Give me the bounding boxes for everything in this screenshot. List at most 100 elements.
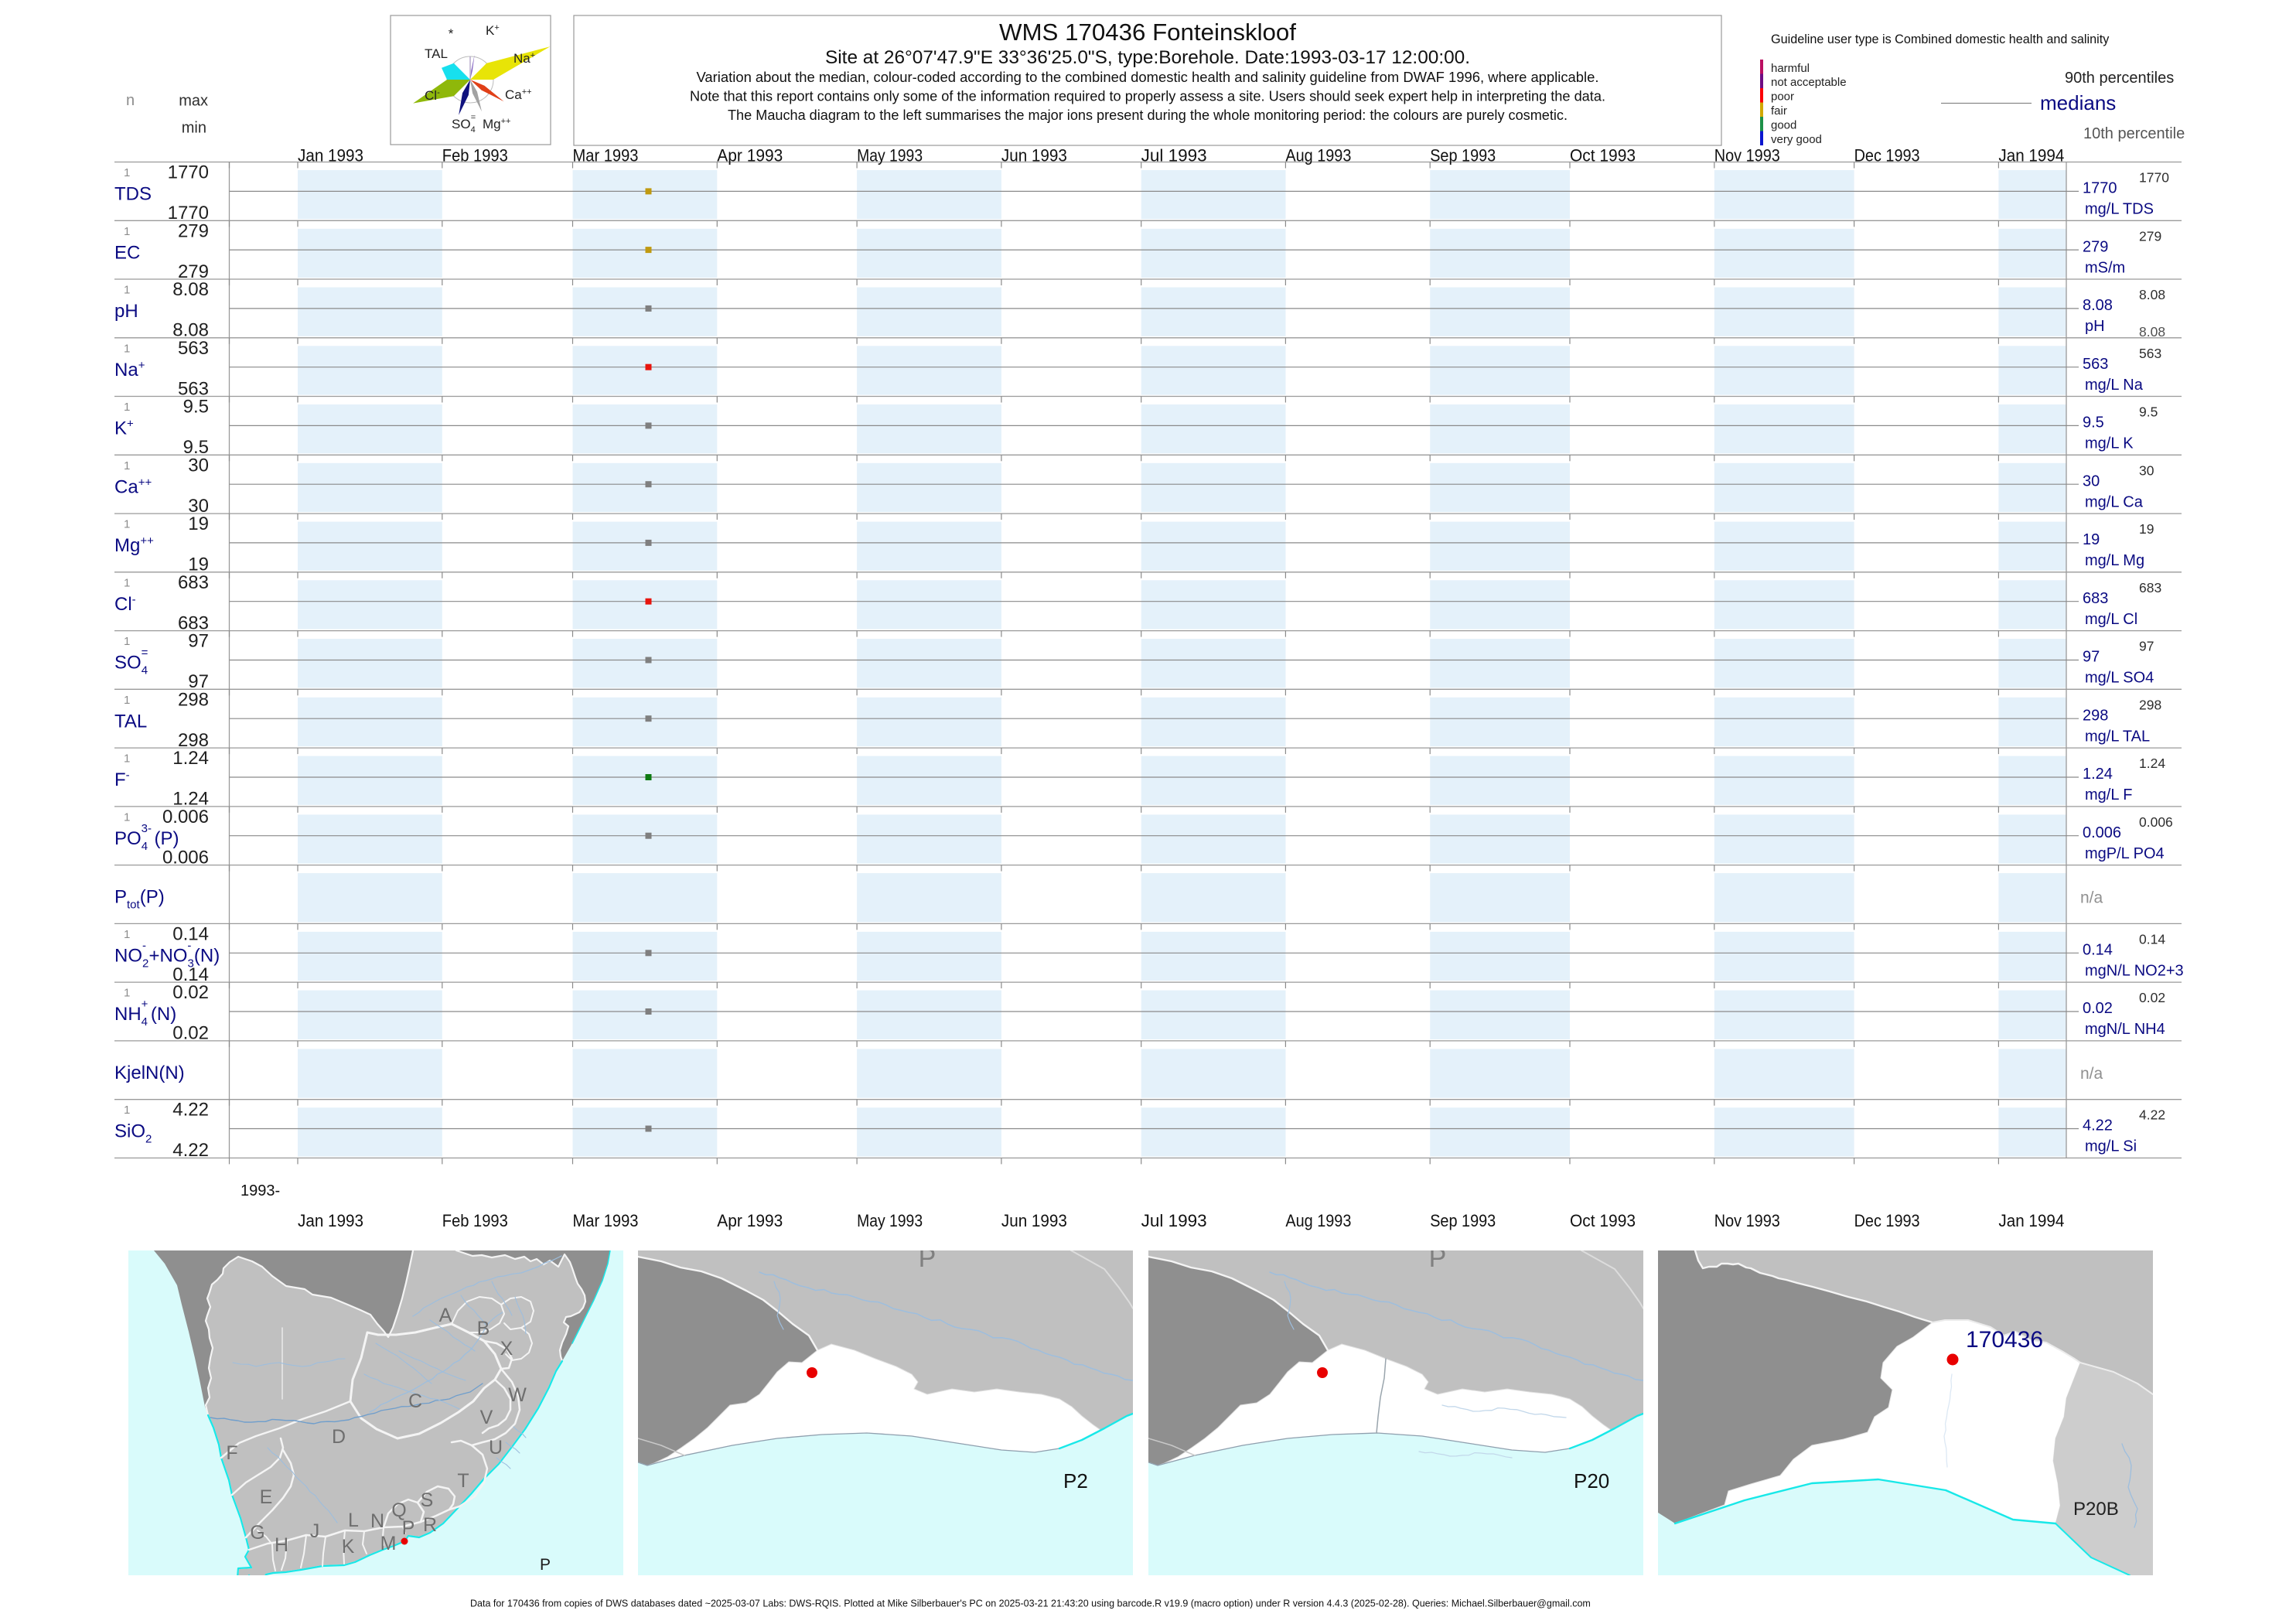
svg-text:19: 19 bbox=[2083, 531, 2100, 548]
svg-text:0.02: 0.02 bbox=[172, 1023, 209, 1044]
svg-text:TDS: TDS bbox=[114, 184, 152, 205]
svg-text:1770: 1770 bbox=[2083, 180, 2117, 197]
svg-text:1: 1 bbox=[124, 166, 130, 179]
svg-text:W: W bbox=[508, 1384, 527, 1406]
svg-text:Jul 1993: Jul 1993 bbox=[1141, 146, 1207, 165]
svg-text:Jan 1993: Jan 1993 bbox=[298, 146, 363, 165]
svg-text:19: 19 bbox=[2139, 521, 2154, 537]
svg-text:4.22: 4.22 bbox=[172, 1100, 209, 1121]
svg-text:19: 19 bbox=[188, 554, 209, 575]
svg-text:P2: P2 bbox=[1063, 1469, 1088, 1493]
svg-text:1: 1 bbox=[124, 576, 130, 589]
svg-text:0.006: 0.006 bbox=[162, 807, 209, 827]
svg-text:683: 683 bbox=[178, 572, 209, 593]
svg-text:0.006: 0.006 bbox=[162, 847, 209, 868]
svg-text:K+: K+ bbox=[114, 418, 134, 439]
svg-text:The Maucha diagram to the left: The Maucha diagram to the left summarise… bbox=[728, 107, 1568, 123]
svg-text:Apr 1993: Apr 1993 bbox=[717, 146, 783, 165]
svg-text:P: P bbox=[919, 1244, 936, 1273]
svg-text:4.22: 4.22 bbox=[2139, 1107, 2165, 1123]
svg-text:8.08: 8.08 bbox=[172, 279, 209, 300]
svg-text:P: P bbox=[1429, 1244, 1447, 1273]
svg-text:97: 97 bbox=[2083, 649, 2100, 666]
svg-text:May 1993: May 1993 bbox=[857, 1211, 923, 1230]
svg-text:0.14: 0.14 bbox=[172, 923, 209, 944]
svg-text:mg/L Ca: mg/L Ca bbox=[2085, 493, 2144, 510]
svg-text:mS/m: mS/m bbox=[2085, 259, 2125, 276]
svg-text:TAL: TAL bbox=[425, 46, 448, 61]
svg-text:PO43-(P): PO43- (P) bbox=[114, 822, 179, 853]
svg-text:Dec 1993: Dec 1993 bbox=[1854, 146, 1920, 165]
svg-text:0.02: 0.02 bbox=[2139, 990, 2165, 1005]
svg-text:May 1993: May 1993 bbox=[857, 146, 923, 165]
svg-text:D: D bbox=[332, 1426, 346, 1448]
svg-text:TAL: TAL bbox=[114, 711, 147, 732]
svg-text:Jun 1993: Jun 1993 bbox=[1001, 1211, 1067, 1230]
svg-text:1: 1 bbox=[124, 401, 130, 414]
svg-text:mgP/L PO4: mgP/L PO4 bbox=[2085, 845, 2165, 862]
svg-text:n/a: n/a bbox=[2080, 889, 2103, 907]
svg-text:WMS 170436 Fonteinskloof: WMS 170436 Fonteinskloof bbox=[999, 19, 1296, 46]
svg-text:very good: very good bbox=[1771, 133, 1822, 146]
svg-text:1.24: 1.24 bbox=[172, 748, 209, 769]
svg-text:Note that this report contains: Note that this report contains only some… bbox=[690, 88, 1605, 104]
svg-text:298: 298 bbox=[2083, 707, 2108, 724]
svg-text:19: 19 bbox=[188, 513, 209, 534]
svg-text:90th percentiles: 90th percentiles bbox=[2065, 70, 2174, 87]
svg-text:30: 30 bbox=[188, 496, 209, 517]
svg-text:279: 279 bbox=[178, 261, 209, 282]
svg-text:4.22: 4.22 bbox=[2083, 1117, 2113, 1134]
svg-text:1.24: 1.24 bbox=[172, 789, 209, 810]
svg-text:0.006: 0.006 bbox=[2083, 824, 2121, 841]
svg-text:279: 279 bbox=[2139, 228, 2161, 244]
svg-text:Site at 26°07'47.9"E 33°36'25.: Site at 26°07'47.9"E 33°36'25.0"S, type:… bbox=[825, 47, 1470, 68]
svg-text:0.02: 0.02 bbox=[172, 982, 209, 1003]
svg-text:mg/L F: mg/L F bbox=[2085, 786, 2133, 803]
svg-text:Nov 1993: Nov 1993 bbox=[1714, 1211, 1780, 1230]
svg-text:563: 563 bbox=[2083, 356, 2108, 373]
svg-text:8.08: 8.08 bbox=[2139, 287, 2165, 302]
svg-text:mgN/L NO2+3: mgN/L NO2+3 bbox=[2085, 962, 2184, 979]
svg-text:Jun 1993: Jun 1993 bbox=[1001, 146, 1067, 165]
svg-text:298: 298 bbox=[178, 730, 209, 751]
svg-text:563: 563 bbox=[178, 338, 209, 359]
svg-text:pH: pH bbox=[114, 301, 138, 322]
svg-text:Data for 170436 from copies of: Data for 170436 from copies of DWS datab… bbox=[470, 1598, 1591, 1609]
svg-text:1: 1 bbox=[124, 635, 130, 648]
svg-text:1770: 1770 bbox=[2139, 170, 2169, 186]
svg-text:KjelN(N): KjelN(N) bbox=[114, 1063, 185, 1083]
svg-text:Jul 1993: Jul 1993 bbox=[1141, 1211, 1207, 1230]
svg-text:A: A bbox=[439, 1305, 452, 1326]
svg-text:L: L bbox=[348, 1510, 359, 1531]
svg-text:fair: fair bbox=[1771, 104, 1787, 118]
svg-text:P20: P20 bbox=[1574, 1469, 1609, 1493]
svg-text:min: min bbox=[182, 120, 206, 137]
svg-text:1.24: 1.24 bbox=[2139, 756, 2165, 771]
svg-text:*: * bbox=[449, 26, 454, 41]
svg-text:n: n bbox=[126, 92, 135, 109]
svg-text:T: T bbox=[457, 1470, 469, 1492]
svg-text:mg/L TDS: mg/L TDS bbox=[2085, 201, 2154, 218]
svg-text:P: P bbox=[402, 1517, 415, 1539]
svg-text:Guideline user type is Combine: Guideline user type is Combined domestic… bbox=[1771, 32, 2110, 46]
svg-text:EC: EC bbox=[114, 242, 140, 263]
svg-text:X: X bbox=[500, 1338, 513, 1360]
svg-text:mg/L Mg: mg/L Mg bbox=[2085, 552, 2144, 569]
svg-text:0.14: 0.14 bbox=[172, 964, 209, 985]
svg-text:30: 30 bbox=[188, 455, 209, 476]
svg-text:mg/L SO4: mg/L SO4 bbox=[2085, 670, 2154, 687]
svg-text:mg/L TAL: mg/L TAL bbox=[2085, 728, 2150, 745]
svg-text:1: 1 bbox=[124, 518, 130, 531]
svg-text:9.5: 9.5 bbox=[183, 437, 209, 458]
svg-text:97: 97 bbox=[2139, 639, 2154, 654]
svg-text:Ptot(P): Ptot(P) bbox=[114, 887, 165, 912]
svg-text:Jan 1993: Jan 1993 bbox=[298, 1211, 363, 1230]
svg-text:E: E bbox=[260, 1486, 273, 1508]
svg-text:9.5: 9.5 bbox=[2139, 404, 2158, 420]
svg-text:1: 1 bbox=[124, 284, 130, 297]
svg-text:U: U bbox=[489, 1437, 503, 1459]
svg-text:8.08: 8.08 bbox=[172, 320, 209, 341]
svg-text:30: 30 bbox=[2139, 462, 2154, 478]
svg-text:poor: poor bbox=[1771, 90, 1794, 104]
svg-text:Ca++: Ca++ bbox=[114, 476, 152, 497]
